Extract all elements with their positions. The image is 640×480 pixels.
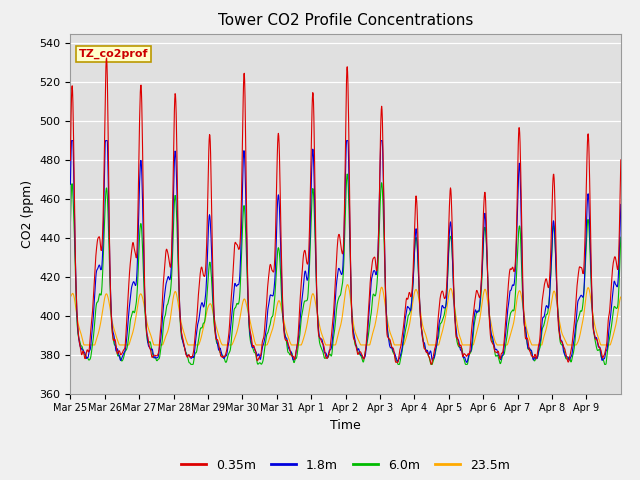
- X-axis label: Time: Time: [330, 419, 361, 432]
- Text: TZ_co2prof: TZ_co2prof: [79, 49, 148, 59]
- Y-axis label: CO2 (ppm): CO2 (ppm): [21, 180, 34, 248]
- Legend: 0.35m, 1.8m, 6.0m, 23.5m: 0.35m, 1.8m, 6.0m, 23.5m: [176, 454, 515, 477]
- Title: Tower CO2 Profile Concentrations: Tower CO2 Profile Concentrations: [218, 13, 474, 28]
